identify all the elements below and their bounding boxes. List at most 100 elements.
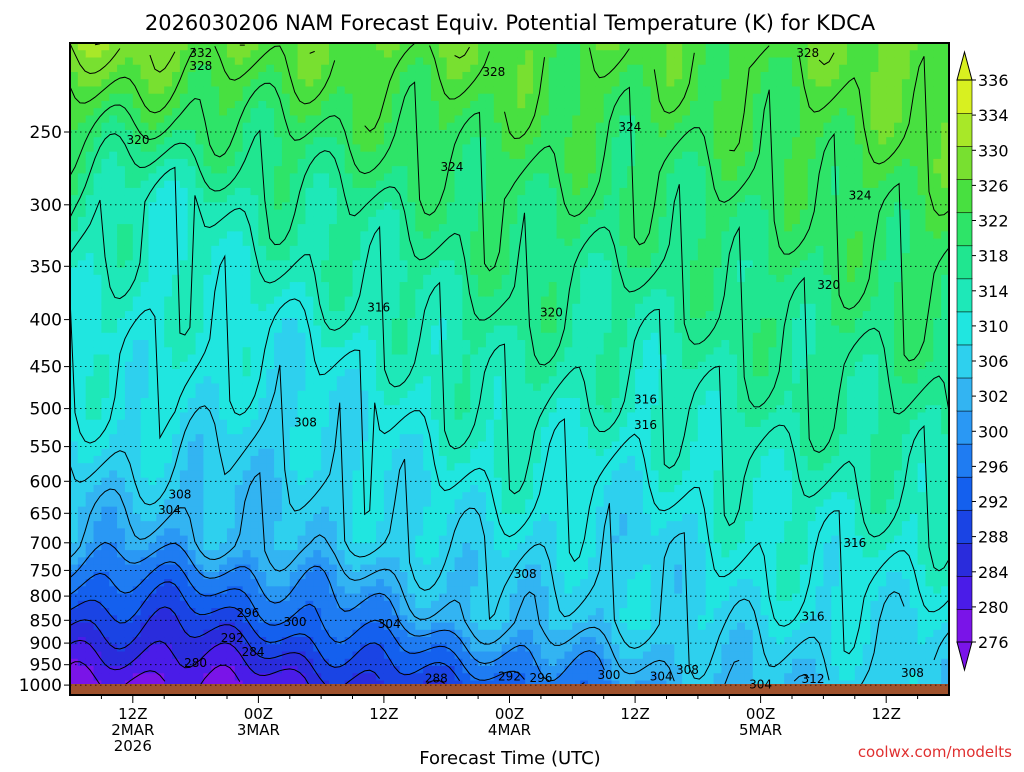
field-cell [117, 79, 126, 88]
field-cell [493, 43, 503, 51]
field-cell [85, 253, 95, 261]
field-cell [383, 311, 393, 319]
field-cell [70, 463, 79, 472]
field-cell [179, 542, 189, 551]
field-cell [187, 253, 197, 261]
field-cell [297, 311, 307, 319]
field-cell [77, 405, 87, 414]
field-cell [305, 79, 314, 88]
field-cell [360, 122, 369, 131]
field-cell [454, 405, 464, 414]
field-cell [415, 484, 424, 493]
field-cell [423, 86, 432, 95]
field-cell [352, 43, 361, 51]
field-cell [313, 564, 322, 573]
field-cell [132, 571, 142, 580]
field-cell [485, 231, 495, 240]
field-cell [391, 115, 401, 124]
field-cell [109, 550, 118, 558]
field-cell [344, 361, 354, 370]
field-cell [132, 144, 142, 153]
field-cell [266, 340, 275, 348]
field-cell [211, 173, 220, 182]
field-cell [281, 86, 291, 95]
field-cell [234, 137, 244, 146]
field-cell [336, 586, 346, 595]
field-cell [383, 86, 393, 95]
field-cell [368, 477, 377, 486]
field-cell [242, 390, 252, 399]
field-cell [195, 253, 205, 261]
field-cell [93, 64, 102, 73]
field-cell [70, 658, 79, 667]
field-cell [109, 535, 118, 544]
field-cell [148, 586, 157, 595]
field-cell [376, 615, 385, 624]
field-cell [297, 608, 307, 616]
field-cell [250, 405, 259, 414]
field-cell [501, 144, 511, 153]
field-cell [399, 658, 409, 667]
field-cell [258, 318, 267, 327]
field-cell [187, 651, 197, 660]
field-cell [493, 224, 503, 232]
field-cell [407, 100, 416, 109]
field-cell [117, 332, 126, 341]
field-cell [478, 325, 487, 334]
field-cell [250, 586, 259, 595]
field-cell [446, 499, 456, 508]
field-cell [352, 289, 361, 298]
field-cell [501, 224, 511, 232]
field-cell [344, 282, 354, 290]
field-cell [336, 673, 346, 682]
field-cell [336, 376, 346, 385]
field-cell [336, 463, 346, 472]
field-cell [211, 564, 220, 573]
field-cell [258, 274, 267, 283]
field-cell [140, 608, 150, 616]
field-cell [85, 340, 95, 348]
field-cell [438, 173, 448, 182]
field-cell [336, 303, 346, 312]
field-cell [219, 513, 228, 522]
field-cell [391, 564, 401, 573]
field-cell [226, 209, 236, 218]
field-cell [297, 673, 307, 682]
field-cell [478, 86, 487, 95]
field-cell [431, 325, 440, 334]
field-cell [266, 216, 275, 225]
field-cell [156, 629, 165, 638]
field-cell [438, 622, 448, 631]
field-cell [109, 209, 118, 218]
field-cell [195, 151, 205, 160]
field-cell [219, 115, 228, 124]
field-cell [352, 79, 361, 88]
field-cell [242, 506, 252, 515]
field-cell [478, 629, 487, 638]
field-cell [258, 600, 267, 609]
field-cell [305, 419, 314, 428]
field-cell [77, 426, 87, 435]
field-cell [85, 151, 95, 160]
field-cell [431, 644, 440, 653]
field-cell [219, 600, 228, 609]
field-cell [423, 586, 432, 595]
field-cell [376, 499, 385, 508]
field-cell [77, 238, 87, 247]
field-cell [117, 311, 126, 319]
field-cell [85, 658, 95, 667]
field-cell [132, 347, 142, 356]
field-cell [431, 267, 440, 276]
field-cell [352, 137, 361, 146]
field-cell [258, 426, 267, 435]
field-cell [289, 463, 299, 472]
field-cell [368, 187, 377, 196]
field-cell [289, 579, 299, 587]
field-cell [352, 50, 361, 59]
field-cell [242, 209, 252, 218]
field-cell [124, 202, 134, 211]
field-cell [352, 187, 361, 196]
field-cell [336, 43, 346, 51]
field-cell [140, 122, 150, 131]
field-cell [344, 216, 354, 225]
